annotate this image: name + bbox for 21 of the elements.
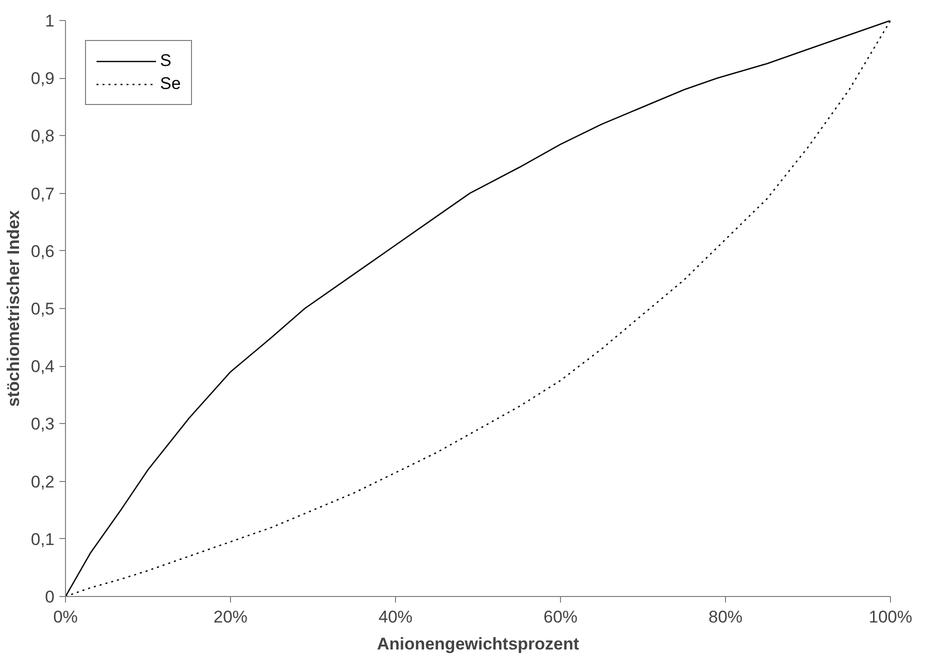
x-tick-label: 80% [708, 608, 743, 626]
y-tick-label: 0,1 [30, 530, 55, 549]
x-axis-title: Anionengewichtsprozent [376, 634, 580, 654]
x-tick-label: 0% [53, 608, 78, 626]
x-tick-label: 40% [378, 608, 413, 626]
x-tick-label: 60% [543, 608, 578, 626]
y-tick-label: 0,9 [30, 69, 55, 88]
y-tick-label: 0,7 [30, 184, 55, 204]
x-tick-label: 100% [868, 608, 912, 626]
y-tick-label: 0,6 [30, 242, 55, 261]
y-tick-label: 1 [45, 12, 55, 30]
y-axis-title: stöchiometrischer Index [4, 210, 23, 407]
y-tick-label: 0,5 [30, 300, 55, 318]
y-tick-label: 0,4 [30, 357, 55, 376]
y-tick-label: 0,8 [30, 126, 55, 146]
y-tick-label: 0,3 [30, 414, 55, 434]
y-tick-label: 0 [45, 588, 55, 606]
y-tick-label: 0,2 [30, 472, 55, 492]
legend-label: Se [160, 74, 181, 94]
legend-label: S [160, 51, 172, 71]
x-tick-label: 20% [213, 608, 248, 626]
